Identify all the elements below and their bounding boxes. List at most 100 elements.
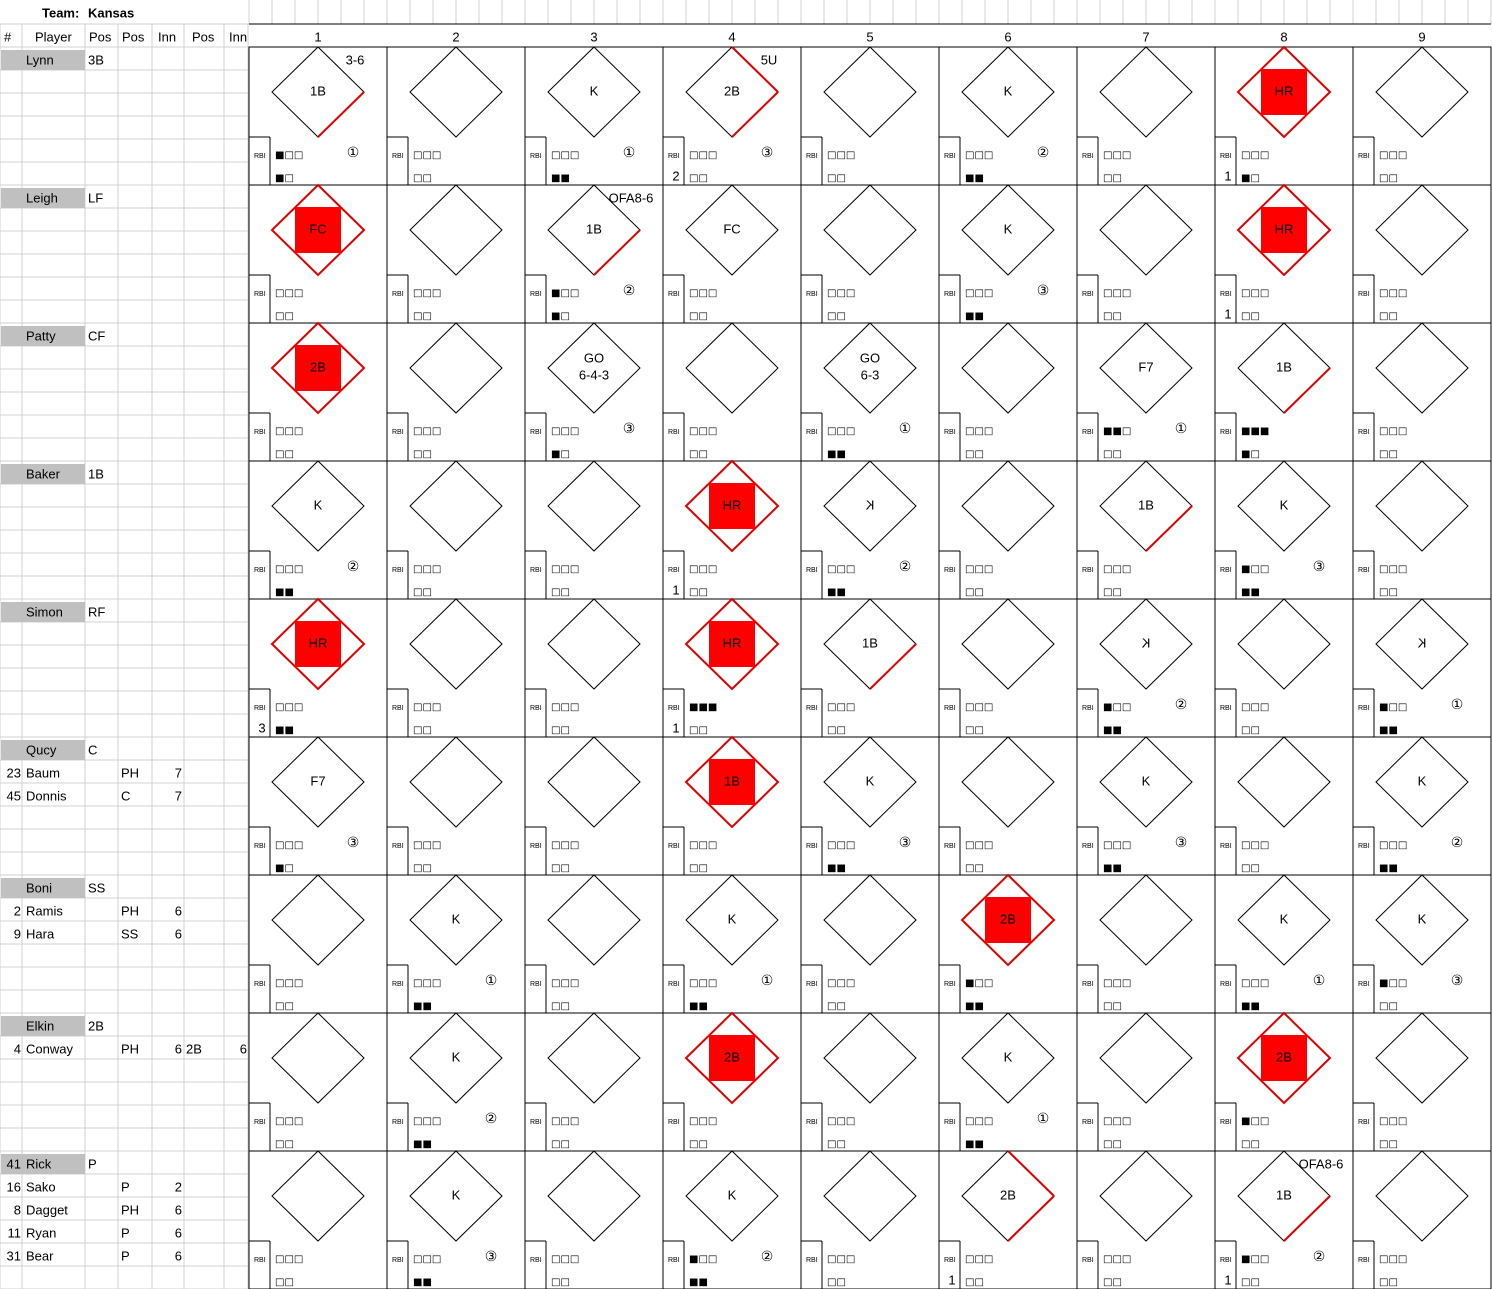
strike-count: ■■ [965,1001,984,1012]
strike-count: □□ [1103,173,1122,184]
strike-count: ■■ [965,1139,984,1150]
run-scored [709,759,755,805]
sub-number: 9 [14,926,21,941]
ball-count: □□□ [689,1116,717,1127]
out-number: ② [623,283,636,299]
sub-name: Hara [26,926,55,941]
ball-count: □□□ [1241,840,1269,851]
ball-count: □□□ [827,564,855,575]
strike-count: ■■ [689,1001,708,1012]
out-number: ③ [485,1249,498,1265]
rbi-label: RBI [530,429,542,436]
sub-inning: 6 [175,926,182,941]
strike-count: □□ [689,173,708,184]
strike-count: ■□ [1241,449,1260,460]
rbi-label: RBI [254,843,266,850]
rbi-label: RBI [668,429,680,436]
strike-count: □□ [965,587,984,598]
ball-count: □□□ [827,1116,855,1127]
team-label: Team: [42,5,79,20]
ball-count: □□□ [413,426,441,437]
rbi-label: RBI [254,291,266,298]
strike-count: □□ [827,725,846,736]
diamond [823,1150,917,1242]
strike-count: □□ [275,1139,294,1150]
strike-count: □□ [689,863,708,874]
ball-count: □□□ [827,426,855,437]
rbi-label: RBI [530,981,542,988]
rbi-count: 3 [258,720,265,735]
ball-count: □□□ [1103,978,1131,989]
play-note: 5U [761,52,778,67]
diamond [1237,598,1331,690]
rbi-label: RBI [530,1119,542,1126]
strike-count: □□ [275,1001,294,1012]
ball-count: □□□ [689,840,717,851]
rbi-label: RBI [392,843,404,850]
out-number: ③ [1451,973,1464,989]
ball-count: ■■■ [689,702,717,713]
sub-number: 16 [7,1179,21,1194]
diamond [961,184,1055,276]
player-position: 2B [88,1018,104,1033]
starter-highlight [1,188,85,208]
ball-count: □□□ [413,840,441,851]
diamond [1099,598,1193,690]
diamond [961,598,1055,690]
rbi-label: RBI [392,1257,404,1264]
out-number: ③ [761,145,774,161]
diamond [823,460,917,552]
out-number: ③ [1175,835,1188,851]
diamond [547,598,641,690]
play-result: 1B [310,83,326,98]
rbi-label: RBI [806,567,818,574]
starter-highlight [1,326,85,346]
ball-count: □□□ [275,426,303,437]
strike-count: □□ [1103,587,1122,598]
ball-count: □□□ [551,978,579,989]
sub-name: Baum [26,765,60,780]
ball-count: □□□ [827,978,855,989]
run-scored [1261,207,1307,253]
player-position: CF [88,328,105,343]
base-path [731,46,779,93]
strike-count: □□ [1379,1001,1398,1012]
run-scored [295,345,341,391]
rbi-label: RBI [392,705,404,712]
rbi-label: RBI [806,1119,818,1126]
ball-count: □□□ [413,1254,441,1265]
column-header: Pos [192,29,215,44]
rbi-label: RBI [944,705,956,712]
ball-count: □□□ [965,1254,993,1265]
inning-header: 8 [1280,29,1287,44]
run-scored [295,207,341,253]
play-result: K [1280,911,1289,926]
rbi-label: RBI [1358,429,1370,436]
diamond [271,874,365,966]
diamond [547,736,641,828]
strike-count: □□ [413,449,432,460]
rbi-label: RBI [392,981,404,988]
sub-name: Bear [26,1248,54,1263]
strike-count: ■□ [275,863,294,874]
ball-count: □□□ [689,288,717,299]
play-result: K [314,497,323,512]
play-result: K [866,773,875,788]
ball-count: □□□ [275,1254,303,1265]
rbi-count: 1 [672,582,679,597]
rbi-label: RBI [254,567,266,574]
ball-count: □□□ [1103,150,1131,161]
play-result: 1B [1276,1187,1292,1202]
strike-count: □□ [551,1001,570,1012]
ball-count: □□□ [1379,1116,1407,1127]
sub-inning: 6 [240,1041,247,1056]
ball-count: □□□ [275,978,303,989]
strike-count: □□ [1241,863,1260,874]
strike-count: ■□ [551,449,570,460]
sub-position: SS [121,926,139,941]
play-result: K [1004,1049,1013,1064]
ball-count: □□□ [551,150,579,161]
ball-count: □□□ [689,564,717,575]
play-result: K [728,911,737,926]
column-header: Pos [122,29,145,44]
